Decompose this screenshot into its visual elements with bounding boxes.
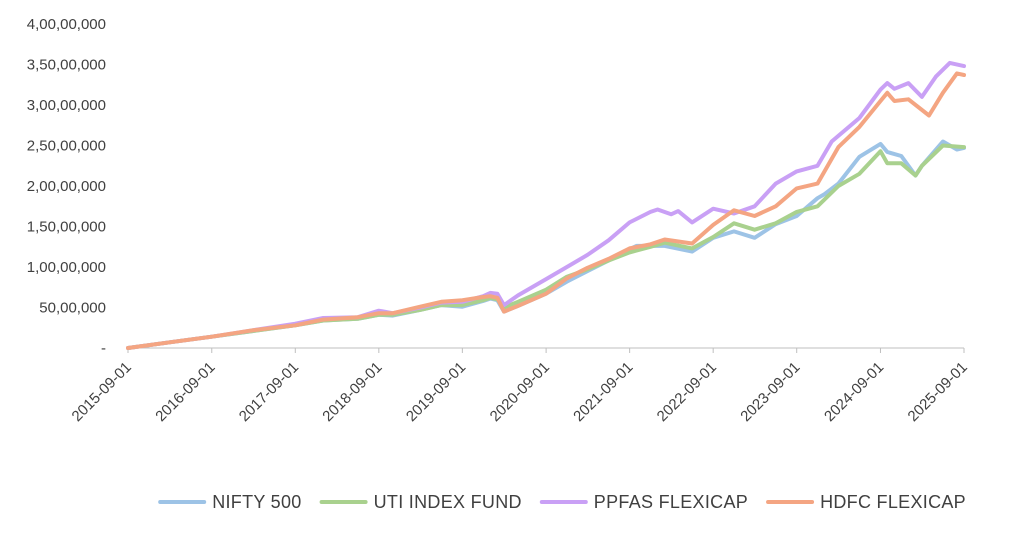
- x-tick-label: 2022-09-01: [654, 359, 720, 425]
- y-tick-label: 2,00,00,000: [27, 178, 106, 195]
- x-tick-label: 2017-09-01: [236, 359, 302, 425]
- series-line-ppfas-flexicap: [126, 60, 966, 350]
- legend-label: HDFC FLEXICAP: [820, 492, 966, 512]
- x-tick-label: 2019-09-01: [403, 359, 469, 425]
- x-tick-label: 2015-09-01: [69, 359, 135, 425]
- series-lines: [126, 60, 966, 350]
- y-tick-label: -: [101, 340, 106, 357]
- x-axis: 2015-09-01 2016-09-01 2017-09-01 2018-09-01…: [69, 347, 971, 425]
- legend-label: NIFTY 500: [212, 492, 301, 512]
- x-tick-label: 2020-09-01: [487, 359, 553, 425]
- x-tick-label: 2016-09-01: [152, 359, 218, 425]
- y-tick-label: 2,50,00,000: [27, 138, 106, 155]
- x-tick-label: 2024-09-01: [821, 359, 887, 425]
- x-tick-label: 2018-09-01: [319, 359, 385, 425]
- series-line-hdfc-flexicap: [126, 71, 966, 350]
- legend-label: PPFAS FLEXICAP: [594, 492, 748, 512]
- y-axis: - 50,00,000 1,00,00,000 1,50,00,000 2,00,00,…: [27, 16, 106, 357]
- x-tick-label: 2023-09-01: [737, 359, 803, 425]
- y-tick-label: 3,00,00,000: [27, 97, 106, 114]
- y-tick-label: 1,00,00,000: [27, 259, 106, 276]
- x-tick-label: 2021-09-01: [570, 359, 636, 425]
- y-tick-label: 50,00,000: [39, 300, 106, 317]
- legend: NIFTY 500 UTI INDEX FUND PPFAS FLEXICAP HDF…: [158, 492, 966, 512]
- legend-label: UTI INDEX FUND: [374, 492, 522, 512]
- x-tick-label: 2025-09-01: [905, 359, 971, 425]
- series-line-nifty-500: [126, 139, 966, 350]
- y-tick-label: 1,50,00,000: [27, 219, 106, 236]
- series-line-uti-index-fund: [126, 143, 966, 350]
- y-tick-label: 4,00,00,000: [27, 16, 106, 33]
- y-tick-label: 3,50,00,000: [27, 57, 106, 74]
